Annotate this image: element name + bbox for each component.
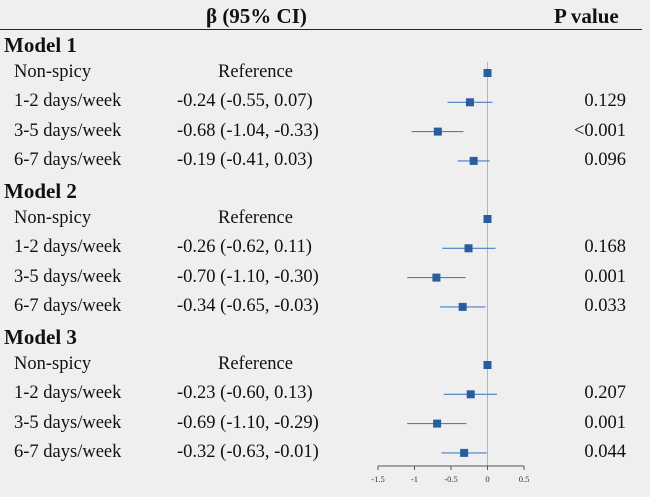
row-label: 3-5 days/week (14, 120, 122, 141)
row-label: 1-2 days/week (14, 383, 122, 404)
point-estimate-marker (432, 273, 441, 282)
x-tick-label: 0 (485, 474, 489, 484)
point-estimate-marker (465, 98, 474, 107)
point-estimate-marker (483, 215, 492, 223)
row-label: 1-2 days/week (14, 237, 122, 258)
model-title: Model 3 (4, 325, 77, 349)
estimate-column-header: β (95% CI) (206, 4, 307, 28)
header-divider (0, 29, 642, 30)
pvalue-column-header: P value (554, 4, 619, 28)
row-estimate: -0.32 (-0.63, -0.01) (177, 441, 319, 462)
row-estimate: -0.24 (-0.55, 0.07) (177, 91, 313, 112)
row-estimate: Reference (218, 62, 293, 82)
x-tick-label: -0.5 (444, 474, 457, 484)
row-estimate: -0.19 (-0.41, 0.03) (177, 149, 313, 170)
point-estimate-marker (483, 361, 492, 369)
row-estimate: Reference (218, 208, 293, 228)
row-label: Non-spicy (14, 208, 92, 228)
row-pvalue: 0.001 (584, 412, 626, 433)
point-estimate-marker (458, 302, 467, 311)
row-label: 6-7 days/week (14, 149, 122, 170)
row-pvalue: <0.001 (573, 120, 626, 141)
row-label: 6-7 days/week (14, 295, 122, 316)
row-pvalue: 0.207 (584, 383, 626, 404)
x-tick-label: -1.5 (371, 474, 384, 484)
row-pvalue: 0.044 (584, 441, 626, 462)
row-pvalue: 0.129 (584, 91, 626, 112)
row-estimate: -0.70 (-1.10, -0.30) (177, 266, 319, 287)
point-estimate-marker (469, 156, 478, 165)
row-label: 1-2 days/week (14, 91, 122, 112)
x-tick-label: 0.5 (519, 474, 530, 484)
point-estimate-marker (433, 127, 442, 136)
row-estimate: -0.68 (-1.04, -0.33) (177, 120, 319, 141)
row-estimate: -0.34 (-0.65, -0.03) (177, 295, 319, 316)
row-pvalue: 0.001 (584, 266, 626, 287)
x-tick-label: -1 (411, 474, 418, 484)
row-estimate: -0.26 (-0.62, 0.11) (177, 237, 312, 258)
row-pvalue: 0.033 (584, 295, 626, 316)
row-label: 3-5 days/week (14, 266, 122, 287)
point-estimate-marker (433, 419, 442, 428)
row-label: Non-spicy (14, 62, 92, 82)
row-estimate: -0.23 (-0.60, 0.13) (177, 383, 313, 404)
model-title: Model 1 (4, 33, 77, 57)
point-estimate-marker (460, 448, 469, 457)
model-title: Model 2 (4, 179, 77, 203)
point-estimate-marker (466, 390, 475, 399)
point-estimate-marker (483, 69, 492, 77)
row-pvalue: 0.168 (584, 237, 626, 258)
row-label: 3-5 days/week (14, 412, 122, 433)
row-estimate: -0.69 (-1.10, -0.29) (177, 412, 319, 433)
row-estimate: Reference (218, 354, 293, 374)
row-label: 6-7 days/week (14, 441, 122, 462)
point-estimate-marker (464, 244, 473, 253)
row-label: Non-spicy (14, 354, 92, 374)
row-pvalue: 0.096 (584, 149, 626, 170)
